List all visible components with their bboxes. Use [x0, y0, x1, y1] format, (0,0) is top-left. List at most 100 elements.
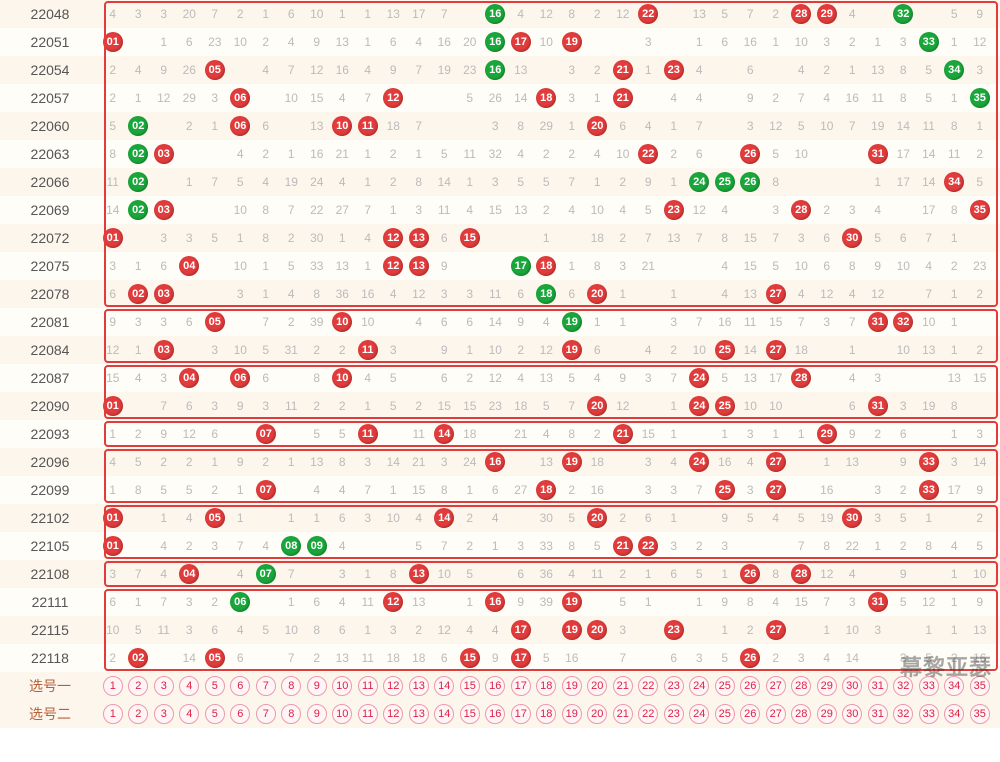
select-ball[interactable]: 26: [740, 704, 760, 724]
select-cell[interactable]: 11: [355, 700, 381, 728]
select-ball[interactable]: 14: [434, 704, 454, 724]
select-ball[interactable]: 29: [817, 676, 837, 696]
select-ball[interactable]: 16: [485, 704, 505, 724]
select-cell[interactable]: 20: [585, 700, 611, 728]
select-cell[interactable]: 6: [228, 672, 254, 700]
select-cell[interactable]: 23: [661, 672, 687, 700]
select-ball[interactable]: 20: [587, 676, 607, 696]
select-ball[interactable]: 28: [791, 704, 811, 724]
select-cell[interactable]: 15: [457, 672, 483, 700]
select-ball[interactable]: 23: [664, 704, 684, 724]
select-ball[interactable]: 8: [281, 676, 301, 696]
select-ball[interactable]: 12: [383, 676, 403, 696]
select-cell[interactable]: 17: [508, 700, 534, 728]
select-ball[interactable]: 19: [562, 676, 582, 696]
select-ball[interactable]: 34: [944, 704, 964, 724]
select-ball[interactable]: 4: [179, 676, 199, 696]
select-cell[interactable]: 24: [687, 672, 713, 700]
select-cell[interactable]: 7: [253, 700, 279, 728]
select-cell[interactable]: 6: [228, 700, 254, 728]
select-ball[interactable]: 27: [766, 704, 786, 724]
select-ball[interactable]: 32: [893, 704, 913, 724]
select-ball[interactable]: 11: [358, 676, 378, 696]
select-cell[interactable]: 5: [202, 672, 228, 700]
select-cell[interactable]: 27: [763, 672, 789, 700]
select-ball[interactable]: 31: [868, 704, 888, 724]
select-ball[interactable]: 25: [715, 676, 735, 696]
select-cell[interactable]: 33: [916, 700, 942, 728]
select-cell[interactable]: 8: [279, 700, 305, 728]
select-cell[interactable]: 22: [636, 700, 662, 728]
select-cell[interactable]: 29: [814, 700, 840, 728]
select-cell[interactable]: 13: [406, 700, 432, 728]
select-ball[interactable]: 3: [154, 704, 174, 724]
select-cell[interactable]: 4: [177, 672, 203, 700]
select-cell[interactable]: 23: [661, 700, 687, 728]
select-ball[interactable]: 6: [230, 704, 250, 724]
select-ball[interactable]: 2: [128, 676, 148, 696]
select-ball[interactable]: 6: [230, 676, 250, 696]
select-ball[interactable]: 15: [460, 676, 480, 696]
select-cell[interactable]: 14: [432, 700, 458, 728]
select-ball[interactable]: 21: [613, 676, 633, 696]
select-ball[interactable]: 18: [536, 704, 556, 724]
select-cell[interactable]: 26: [738, 700, 764, 728]
select-cell[interactable]: 8: [279, 672, 305, 700]
select-ball[interactable]: 17: [511, 704, 531, 724]
select-ball[interactable]: 17: [511, 676, 531, 696]
select-cell[interactable]: 31: [865, 700, 891, 728]
select-ball[interactable]: 29: [817, 704, 837, 724]
select-cell[interactable]: 13: [406, 672, 432, 700]
select-ball[interactable]: 1: [103, 704, 123, 724]
select-ball[interactable]: 19: [562, 704, 582, 724]
select-ball[interactable]: 10: [332, 676, 352, 696]
select-ball[interactable]: 20: [587, 704, 607, 724]
select-cell[interactable]: 5: [202, 700, 228, 728]
select-ball[interactable]: 9: [307, 676, 327, 696]
select-ball[interactable]: 24: [689, 704, 709, 724]
select-ball[interactable]: 10: [332, 704, 352, 724]
select-ball[interactable]: 35: [970, 704, 990, 724]
select-cell[interactable]: 16: [483, 672, 509, 700]
select-ball[interactable]: 2: [128, 704, 148, 724]
select-cell[interactable]: 28: [789, 672, 815, 700]
select-cell[interactable]: 21: [610, 672, 636, 700]
select-ball[interactable]: 31: [868, 676, 888, 696]
select-ball[interactable]: 11: [358, 704, 378, 724]
select-cell[interactable]: 1: [100, 672, 126, 700]
select-ball[interactable]: 7: [256, 704, 276, 724]
select-cell[interactable]: 2: [126, 700, 152, 728]
select-cell[interactable]: 18: [534, 672, 560, 700]
select-cell[interactable]: 30: [840, 700, 866, 728]
select-cell[interactable]: 22: [636, 672, 662, 700]
select-cell[interactable]: 26: [738, 672, 764, 700]
select-ball[interactable]: 23: [664, 676, 684, 696]
select-cell[interactable]: 20: [585, 672, 611, 700]
select-ball[interactable]: 4: [179, 704, 199, 724]
select-ball[interactable]: 5: [205, 704, 225, 724]
select-cell[interactable]: 28: [789, 700, 815, 728]
select-cell[interactable]: 2: [126, 672, 152, 700]
select-cell[interactable]: 19: [559, 672, 585, 700]
select-cell[interactable]: 3: [151, 700, 177, 728]
select-cell[interactable]: 9: [304, 672, 330, 700]
select-cell[interactable]: 7: [253, 672, 279, 700]
select-ball[interactable]: 22: [638, 704, 658, 724]
select-ball[interactable]: 13: [409, 704, 429, 724]
select-cell[interactable]: 30: [840, 672, 866, 700]
select-ball[interactable]: 12: [383, 704, 403, 724]
select-cell[interactable]: 3: [151, 672, 177, 700]
select-cell[interactable]: 4: [177, 700, 203, 728]
select-ball[interactable]: 14: [434, 676, 454, 696]
select-ball[interactable]: 3: [154, 676, 174, 696]
select-cell[interactable]: 12: [381, 700, 407, 728]
select-ball[interactable]: 9: [307, 704, 327, 724]
select-ball[interactable]: 21: [613, 704, 633, 724]
select-cell[interactable]: 25: [712, 672, 738, 700]
select-cell[interactable]: 25: [712, 700, 738, 728]
select-ball[interactable]: 22: [638, 676, 658, 696]
select-ball[interactable]: 25: [715, 704, 735, 724]
select-ball[interactable]: 13: [409, 676, 429, 696]
select-ball[interactable]: 16: [485, 676, 505, 696]
select-cell[interactable]: 35: [967, 700, 993, 728]
